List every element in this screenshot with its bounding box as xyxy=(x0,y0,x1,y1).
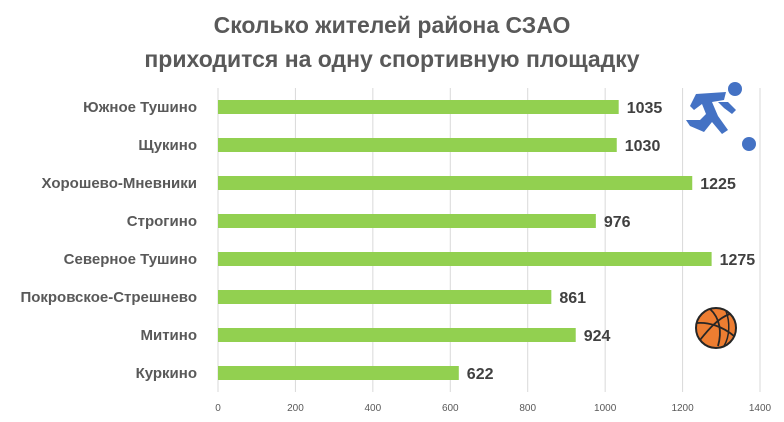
x-tick-label: 0 xyxy=(215,403,221,414)
category-label: Щукино xyxy=(138,137,197,154)
value-label: 1030 xyxy=(625,138,661,155)
x-tick-label: 800 xyxy=(519,403,536,414)
x-axis-ticks: 0 200 400 600 800 1000 1200 1400 xyxy=(215,403,771,414)
volleyball-icon xyxy=(695,307,737,349)
x-tick-label: 1400 xyxy=(749,403,772,414)
value-label: 976 xyxy=(604,214,631,231)
value-label: 1225 xyxy=(700,176,736,193)
bars xyxy=(218,100,712,380)
value-label: 861 xyxy=(559,290,586,307)
value-label: 622 xyxy=(467,366,494,383)
chart-title-line-2: приходится на одну спортивную площадку xyxy=(144,46,639,72)
x-tick-label: 1000 xyxy=(594,403,617,414)
category-label: Строгино xyxy=(127,213,197,230)
bar xyxy=(218,100,619,114)
x-tick-label: 400 xyxy=(365,403,382,414)
x-tick-label: 200 xyxy=(287,403,304,414)
bar xyxy=(218,138,617,152)
value-label: 1035 xyxy=(627,100,663,117)
value-label: 1275 xyxy=(720,252,756,269)
category-label: Хорошево-Мневники xyxy=(42,175,197,192)
category-label: Южное Тушино xyxy=(83,99,197,116)
category-label: Куркино xyxy=(136,365,197,382)
category-label: Северное Тушино xyxy=(64,251,197,268)
bar xyxy=(218,328,576,342)
value-label: 924 xyxy=(584,328,611,345)
value-labels: 1035 1030 1225 976 1275 861 924 622 xyxy=(467,100,755,383)
bar xyxy=(218,176,693,190)
x-tick-label: 1200 xyxy=(671,403,694,414)
bar xyxy=(218,252,712,266)
bar xyxy=(218,214,596,228)
category-labels: Южное Тушино Щукино Хорошево-Мневники Строг… xyxy=(20,99,197,382)
gridlines xyxy=(217,88,761,392)
chart-title: Сколько жителей района СЗАО приходится н… xyxy=(144,12,639,72)
chart-title-line-1: Сколько жителей района СЗАО xyxy=(214,12,571,38)
category-label: Покровское-Стрешнево xyxy=(20,289,197,306)
category-label: Митино xyxy=(140,327,197,344)
bar xyxy=(218,366,459,380)
x-tick-label: 600 xyxy=(442,403,459,414)
football-player-icon xyxy=(686,82,756,151)
bar xyxy=(218,290,552,304)
